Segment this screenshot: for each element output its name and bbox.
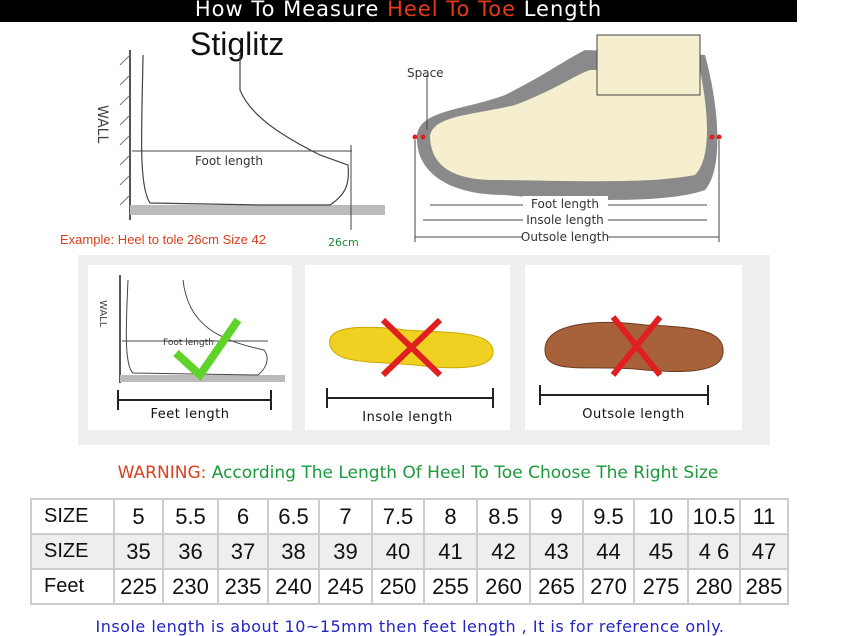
wall-label: WALL (94, 105, 110, 143)
table-cell: 225 (113, 568, 164, 605)
reference-note: Insole length is about 10~15mm then feet… (95, 617, 725, 636)
space-label: Space (407, 66, 444, 80)
table-cell: 250 (371, 568, 425, 605)
measure-bracket (539, 385, 709, 405)
table-cell: 9.5 (582, 498, 635, 535)
table-cell: 10 (633, 498, 689, 535)
row-label: SIZE (30, 533, 115, 570)
title-suffix: Length (516, 0, 603, 21)
table-cell: 44 (582, 533, 635, 570)
table-cell: 42 (476, 533, 531, 570)
cross-icon (380, 317, 443, 378)
table-cell: 270 (582, 568, 635, 605)
cm-label: 26cm (328, 236, 359, 249)
cross-icon (610, 315, 663, 377)
measure-bracket (326, 388, 494, 408)
table-cell: 5.5 (162, 498, 219, 535)
foot-measure-diagram: WALL Foot length (94, 50, 385, 230)
foot-length-label: Foot length (531, 197, 599, 211)
table-cell: 255 (423, 568, 478, 605)
table-cell: 39 (318, 533, 373, 570)
table-row: SIZE 35 36 37 38 39 40 41 42 43 44 45 4 6 47 (30, 533, 789, 570)
table-cell: 280 (687, 568, 741, 605)
table-cell: 275 (633, 568, 689, 605)
table-cell: 40 (371, 533, 425, 570)
table-cell: 4 6 (687, 533, 741, 570)
shoe-cross-section-diagram: Space Foot length Insole length Outsole … (407, 34, 722, 244)
foot-illustration: WALL Foot length (97, 275, 285, 383)
example-text: Example: Heel to tole 26cm Size 42 (60, 232, 266, 247)
table-cell: 38 (267, 533, 320, 570)
outsole-illustration (544, 315, 724, 377)
table-cell: 47 (739, 533, 789, 570)
table-cell: 6 (217, 498, 269, 535)
table-cell: 5 (113, 498, 164, 535)
table-cell: 6.5 (267, 498, 320, 535)
table-cell: 230 (162, 568, 219, 605)
table-cell: 36 (162, 533, 219, 570)
table-cell: 260 (476, 568, 531, 605)
table-cell: 9 (529, 498, 584, 535)
insole-length-label: Insole length (526, 213, 604, 227)
title-banner: How To Measure Heel To Toe Length (0, 0, 797, 22)
table-cell: 41 (423, 533, 478, 570)
brand-name: Stiglitz (190, 26, 285, 62)
table-cell: 45 (633, 533, 689, 570)
table-cell: 285 (739, 568, 789, 605)
measure-bracket (117, 390, 272, 410)
table-cell: 7.5 (371, 498, 425, 535)
size-chart-table: SIZE 5 5.5 6 6.5 7 7.5 8 8.5 9 9.5 10 10.5 11 SIZE 35 36… (30, 498, 789, 605)
table-cell: 240 (267, 568, 320, 605)
table-cell: 7 (318, 498, 373, 535)
table-cell: 10.5 (687, 498, 741, 535)
row-label: Feet (30, 568, 115, 605)
title-text: How To Measure (194, 0, 388, 21)
table-row: Feet 225 230 235 240 245 250 255 260 265 270 275 280… (30, 568, 789, 605)
foot-length-label: Foot length (163, 338, 214, 348)
table-cell: 245 (318, 568, 373, 605)
table-cell: 35 (113, 533, 164, 570)
title-highlight: Heel To Toe (387, 0, 517, 21)
table-cell: 43 (529, 533, 584, 570)
outsole-length-label: Outsole length (521, 230, 609, 244)
warning-text: According The Length Of Heel To Toe Choo… (211, 463, 719, 483)
row-label: SIZE (30, 498, 115, 535)
table-cell: 37 (217, 533, 269, 570)
table-row: SIZE 5 5.5 6 6.5 7 7.5 8 8.5 9 9.5 10 10.5 11 (30, 498, 789, 535)
insole-illustration (329, 317, 494, 378)
measure-methods-panel: WALL Foot length Feet length Insole leng… (78, 255, 770, 445)
check-icon (173, 317, 242, 382)
outsole-length-card: Outsole length (525, 265, 742, 430)
feet-length-card: WALL Foot length Feet length (88, 265, 292, 430)
warning-prefix: WARNING: (117, 463, 207, 483)
wall-label: WALL (97, 300, 108, 328)
warning-line: WARNING: According The Length Of Heel To… (0, 463, 836, 483)
insole-length-card: Insole length (305, 265, 510, 430)
table-cell: 8.5 (476, 498, 531, 535)
insole-length-caption: Insole length (362, 410, 453, 425)
outsole-length-caption: Outsole length (582, 407, 685, 422)
table-cell: 11 (739, 498, 789, 535)
feet-length-caption: Feet length (150, 407, 230, 422)
foot-length-label: Foot length (195, 154, 263, 168)
table-cell: 265 (529, 568, 584, 605)
table-cell: 8 (423, 498, 478, 535)
table-cell: 235 (217, 568, 269, 605)
